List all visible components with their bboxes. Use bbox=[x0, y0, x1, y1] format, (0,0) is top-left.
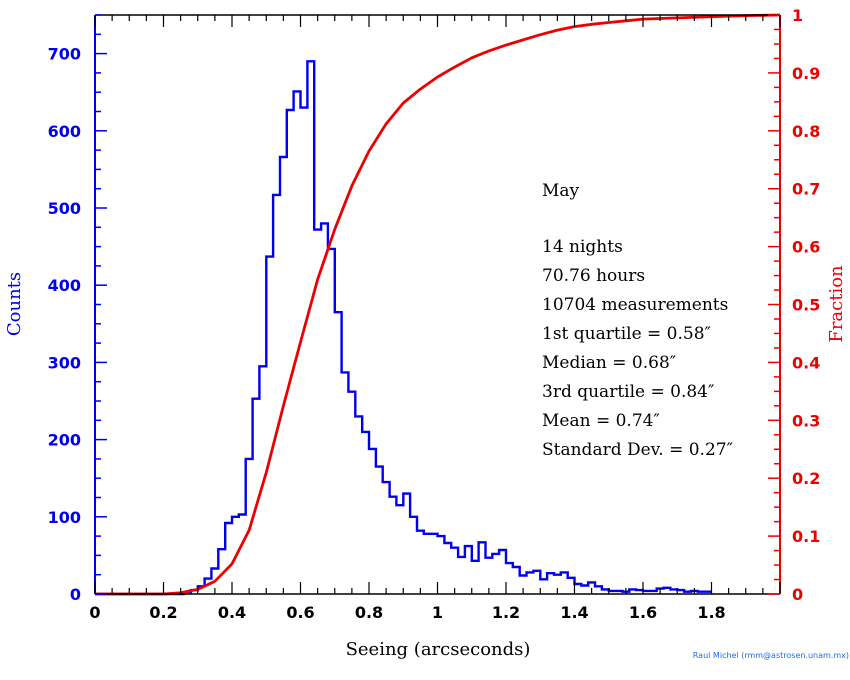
x-tick-label: 1.6 bbox=[629, 603, 657, 622]
y-left-tick-label: 600 bbox=[48, 122, 81, 141]
y-right-tick-label: 0.5 bbox=[792, 296, 820, 315]
y-left-tick-label: 100 bbox=[48, 508, 81, 527]
y-left-tick-label: 500 bbox=[48, 199, 81, 218]
x-tick-label: 1.4 bbox=[560, 603, 588, 622]
y-right-tick-label: 0.2 bbox=[792, 469, 820, 488]
y-left-tick-label: 200 bbox=[48, 431, 81, 450]
annotation-mean: Mean = 0.74″ bbox=[542, 411, 660, 431]
credit-text: Raul Michel (rmm@astrosen.unam.mx) bbox=[693, 651, 849, 660]
y-axis-right-title: Fraction bbox=[826, 265, 847, 343]
y-right-tick-label: 0.9 bbox=[792, 64, 820, 83]
y-right-tick-label: 1 bbox=[792, 6, 803, 25]
y-right-tick-label: 0.1 bbox=[792, 527, 820, 546]
cumulative-fraction-line bbox=[95, 13, 781, 596]
y-axis-left-title: Counts bbox=[4, 272, 25, 336]
x-tick-label: 0.6 bbox=[286, 603, 314, 622]
y-right-tick-label: 0.7 bbox=[792, 180, 820, 199]
annotation-nights: 14 nights bbox=[542, 237, 623, 257]
y-right-tick-label: 0.8 bbox=[792, 122, 820, 141]
x-tick-label: 0.4 bbox=[218, 603, 246, 622]
x-tick-label: 1 bbox=[432, 603, 443, 622]
y-right-tick-label: 0.4 bbox=[792, 353, 820, 372]
annotation-hours: 70.76 hours bbox=[542, 266, 645, 286]
x-axis-title: Seeing (arcseconds) bbox=[346, 639, 531, 660]
y-right-tick-label: 0 bbox=[792, 585, 803, 604]
annotation-std-dev: Standard Dev. = 0.27″ bbox=[542, 440, 733, 460]
y-right-tick-label: 0.3 bbox=[792, 411, 820, 430]
y-right-tick-label: 0.6 bbox=[792, 238, 820, 257]
y-left-tick-label: 300 bbox=[48, 353, 81, 372]
annotation-third-quartile: 3rd quartile = 0.84″ bbox=[542, 382, 714, 402]
annotation-first-quartile: 1st quartile = 0.58″ bbox=[542, 324, 711, 344]
x-tick-label: 1.8 bbox=[697, 603, 725, 622]
axes-layer: 0 0.2 0.4 0.6 0.8 1 1.2 1.4 1.6 1.8 0 100 200 300 400 5… bbox=[48, 6, 821, 622]
x-tick-label: 0.8 bbox=[355, 603, 383, 622]
x-tick-label: 0.2 bbox=[149, 603, 177, 622]
y-left-tick-label: 400 bbox=[48, 276, 81, 295]
x-tick-label: 1.2 bbox=[492, 603, 520, 622]
cumulative-layer bbox=[95, 13, 781, 596]
x-tick-label: 0 bbox=[89, 603, 100, 622]
annotation-month: May bbox=[542, 181, 580, 201]
annotation-median: Median = 0.68″ bbox=[542, 353, 676, 373]
stats-annotation: May 14 nights 70.76 hours 10704 measurem… bbox=[542, 181, 733, 460]
histogram-series bbox=[95, 60, 712, 596]
histogram-layer bbox=[95, 60, 712, 596]
y-left-tick-label: 700 bbox=[48, 45, 81, 64]
y-left-tick-label: 0 bbox=[70, 585, 81, 604]
annotation-measurements: 10704 measurements bbox=[542, 295, 728, 315]
